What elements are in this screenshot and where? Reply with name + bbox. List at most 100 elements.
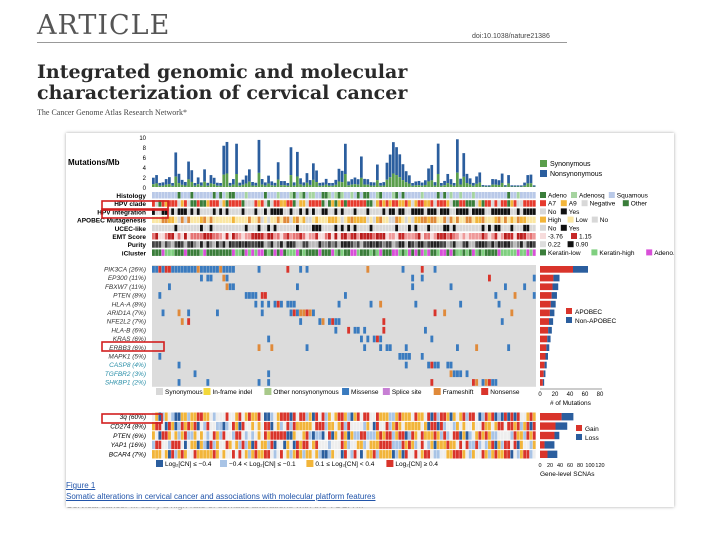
track-cell	[388, 224, 392, 232]
cn-cell	[481, 412, 485, 421]
track-cell	[344, 208, 347, 215]
syn-bar	[436, 173, 440, 187]
gene-label: MAPK1 (5%)	[108, 354, 146, 361]
cn-cell	[324, 440, 328, 450]
cn-cell	[420, 450, 424, 459]
cn-cell	[372, 412, 376, 421]
track-cell	[296, 241, 299, 248]
track-cell	[219, 249, 223, 256]
track-cell	[257, 192, 261, 199]
track-cell	[392, 216, 395, 224]
nonsyn-bar	[532, 185, 536, 187]
mutation-cell	[219, 266, 223, 273]
nonsyn-bar	[481, 185, 485, 187]
track-cell	[321, 249, 325, 256]
track-cell	[318, 224, 322, 232]
track-cell	[366, 224, 370, 232]
mutation-cell	[209, 274, 213, 282]
cn-cell	[456, 421, 459, 431]
track-cell	[158, 249, 162, 256]
cn-cell	[225, 450, 229, 459]
syn-bar	[510, 186, 514, 187]
nonsyn-bar	[427, 168, 430, 182]
cn-cell	[286, 431, 290, 440]
mutation-cell	[481, 379, 485, 386]
scna-legend-label: Loss	[585, 435, 599, 442]
track-cell	[164, 216, 168, 224]
track-cell	[504, 241, 507, 248]
scna-gain-bar	[540, 413, 562, 421]
cn-cell	[529, 440, 533, 450]
apobec-bar	[540, 283, 553, 291]
syn-bar	[254, 185, 258, 187]
track-cell	[372, 241, 376, 248]
cn-cell	[248, 431, 251, 440]
track-cell	[475, 249, 479, 256]
figure-card[interactable]: Mutations/Mb 10 8 6 4 2 0 Synonymous Nonsynonymo…	[66, 133, 675, 507]
track-legend-swatch	[540, 241, 546, 248]
track-cell	[456, 200, 459, 207]
track-cell	[446, 192, 450, 199]
mutation-cell	[398, 353, 402, 360]
mutation-cell	[446, 361, 450, 369]
mutation-cell	[222, 274, 226, 282]
cn-cell	[430, 440, 434, 450]
cn-cell	[408, 450, 411, 459]
track-cell	[417, 241, 421, 248]
mutation-cell	[292, 309, 296, 317]
track-cell	[276, 224, 280, 232]
track-cell	[395, 249, 399, 256]
track-cell	[376, 249, 379, 256]
track-cell	[337, 200, 341, 207]
track-legend-swatch	[571, 233, 577, 239]
figure-label-link[interactable]: Figure 1	[66, 481, 96, 490]
mutation-type-swatch	[481, 388, 489, 395]
track-cell	[404, 216, 408, 224]
cn-cell	[238, 412, 242, 421]
track-cell	[257, 249, 261, 256]
cn-cell	[331, 440, 335, 450]
track-cell	[171, 208, 175, 215]
track-cell	[433, 233, 437, 240]
track-legend-label: No	[548, 209, 557, 216]
cn-cell	[324, 450, 328, 459]
mutation-cell	[366, 266, 370, 273]
nonsyn-bar	[500, 173, 504, 183]
cn-cell	[350, 421, 354, 431]
track-cell	[184, 233, 187, 240]
nonsyn-bar	[305, 173, 309, 183]
track-cell	[312, 241, 315, 248]
legend-swatch	[540, 160, 547, 167]
mutation-cell	[267, 300, 271, 308]
cn-cell	[360, 412, 363, 421]
track-cell	[392, 249, 395, 256]
cn-cell	[193, 431, 197, 440]
cn-cell	[350, 412, 354, 421]
track-cell	[478, 192, 482, 199]
track-cell	[484, 241, 488, 248]
cn-cell	[315, 412, 319, 421]
cn-cell	[280, 450, 283, 459]
cn-cell	[436, 440, 440, 450]
cn-cell	[164, 440, 168, 450]
track-cell	[308, 208, 312, 215]
cn-cell	[516, 440, 520, 450]
cn-cell	[353, 421, 357, 431]
track-cell	[424, 216, 427, 224]
track-cell	[334, 224, 338, 232]
track-cell	[324, 192, 328, 199]
track-cell	[456, 224, 459, 232]
mutation-cell	[433, 361, 437, 369]
track-cell	[190, 241, 194, 248]
cn-cell	[168, 450, 171, 459]
track-cell	[196, 208, 200, 215]
mutation-cell	[430, 379, 434, 386]
nonsyn-bar	[283, 181, 286, 186]
cn-cell	[430, 421, 434, 431]
mutation-cell	[180, 266, 184, 273]
gene-label: PIK3CA (26%)	[104, 267, 146, 274]
figure-caption-link[interactable]: Somatic alterations in cervical cancer a…	[66, 492, 376, 501]
syn-bar	[424, 184, 427, 187]
syn-bar	[222, 174, 226, 187]
mutation-cell	[158, 292, 162, 299]
